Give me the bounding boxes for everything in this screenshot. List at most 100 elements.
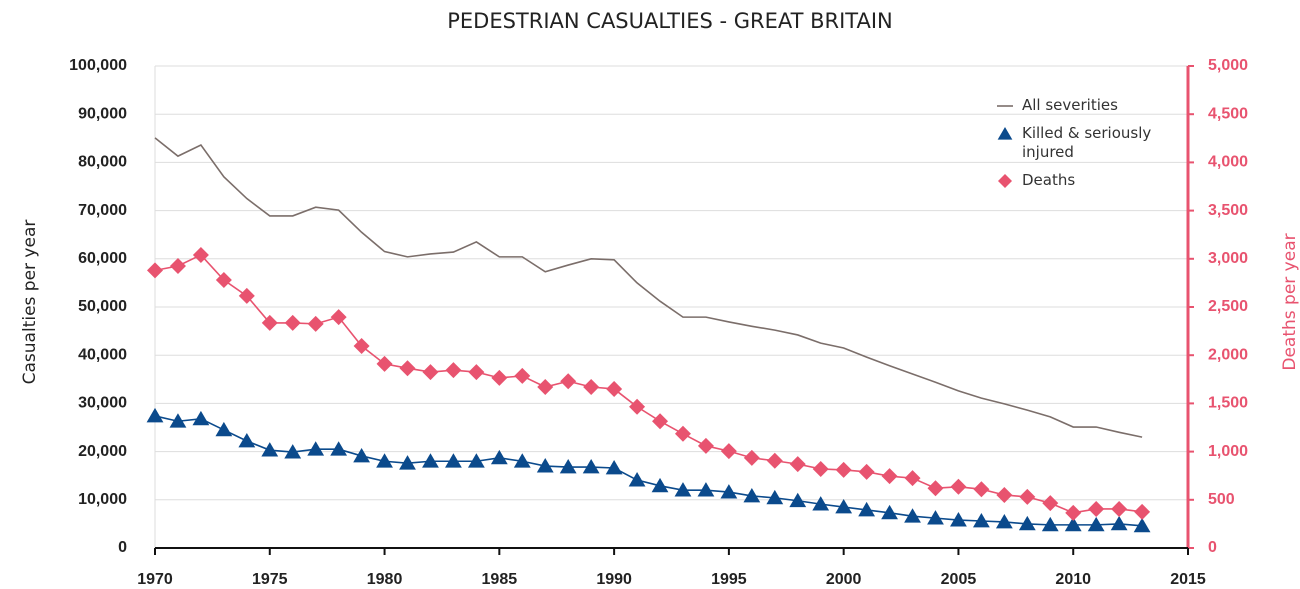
data-point [743,449,760,466]
data-point [1134,503,1151,520]
legend-label: All severities [1022,96,1118,114]
data-point [215,421,233,437]
data-point [995,513,1013,529]
y-tick-label: 70,000 [78,202,127,219]
y2-tick-label: 4,000 [1208,154,1248,171]
data-point [904,470,921,487]
data-point [445,453,462,468]
x-tick-label: 1975 [252,571,288,588]
data-point [491,369,508,386]
y-tick-label: 0 [118,539,127,556]
data-point [238,287,255,304]
data-point [652,413,669,430]
y-tick-label: 10,000 [78,491,127,508]
data-point [422,364,439,381]
legend-marker [997,127,1013,140]
y-tick-label: 50,000 [78,298,127,315]
data-point [467,453,485,468]
data-point [1087,516,1105,532]
x-tick-label: 2005 [941,571,977,588]
x-tick-label: 1980 [367,571,403,588]
legend-label: Killed & seriously injured [1022,124,1152,161]
y-tick-label: 30,000 [78,395,127,412]
y2-tick-label: 1,500 [1208,395,1248,412]
data-point [536,458,554,473]
y2-tick-label: 500 [1208,491,1235,508]
x-tick-label: 1970 [137,571,173,588]
data-point [330,309,347,326]
data-point [560,373,577,390]
data-point [789,456,806,473]
data-point [192,410,210,426]
data-point [513,453,531,468]
data-point [881,468,898,485]
data-point [674,425,691,442]
y-axis-label: Casualties per year [20,220,40,385]
data-point [881,504,898,520]
data-point [284,314,301,331]
data-point [169,413,187,428]
data-point [628,472,646,487]
data-point [559,459,577,474]
y2-tick-label: 3,000 [1208,250,1248,267]
data-point [950,512,967,527]
legend-item: Deaths [996,171,1166,190]
y2-tick-label: 3,500 [1208,202,1248,219]
legend-icon [997,105,1013,107]
data-point [330,441,348,456]
data-point [399,455,416,470]
data-point [1088,500,1105,517]
legend-icon [998,174,1012,188]
data-point [743,487,761,503]
data-point [1042,495,1059,512]
data-point [720,443,737,460]
data-point [468,364,485,381]
data-point [537,379,554,396]
chart-title: PEDESTRIAN CASUALTIES - GREAT BRITAIN [447,9,893,33]
data-point [766,489,784,505]
data-point [215,272,232,289]
data-point [514,367,531,384]
x-tick-label: 1990 [596,571,632,588]
data-point [812,460,829,477]
y-tick-label: 20,000 [78,443,127,460]
x-tick-label: 2010 [1055,571,1091,588]
data-point [376,355,393,372]
y-tick-label: 60,000 [78,250,127,267]
legend-icon [997,127,1013,140]
y-tick-label: 100,000 [69,57,127,74]
data-point [583,379,600,396]
data-point [697,482,715,497]
data-point [697,437,714,454]
data-point [1110,515,1128,531]
data-point [973,481,990,498]
y-tick-label: 80,000 [78,154,127,171]
data-point [973,513,990,528]
data-point [950,478,967,495]
data-point [651,477,669,493]
data-point [789,492,807,508]
data-point [307,441,325,456]
data-point [1111,500,1128,517]
data-point [720,484,738,499]
series-line [154,253,1143,514]
data-point [674,482,692,497]
data-point [307,315,324,332]
legend-item: All severities [996,96,1166,115]
y2-tick-label: 4,500 [1208,105,1248,122]
data-point [1019,488,1036,505]
legend: All severities Killed & seriously injured… [996,96,1166,199]
data-point [376,453,393,468]
x-tick-label: 2015 [1170,571,1206,588]
data-point [353,447,370,463]
data-point [858,463,875,480]
y2-axis-label: Deaths per year [1280,233,1300,370]
data-point [169,258,186,275]
data-point [284,444,302,459]
data-point [996,486,1013,503]
data-point [904,508,921,523]
data-point [835,499,853,514]
y2-tick-label: 1,000 [1208,443,1248,460]
